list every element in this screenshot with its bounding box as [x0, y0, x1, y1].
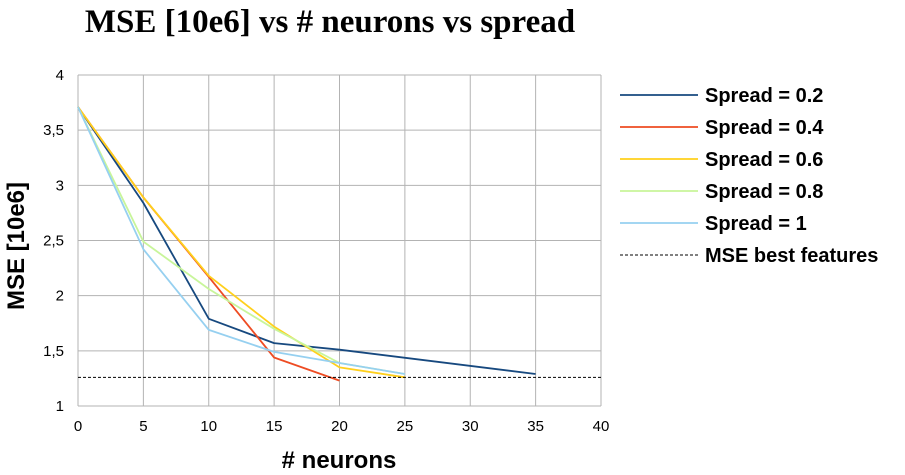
legend-label: Spread = 1 [705, 213, 807, 235]
x-tick-label: 30 [462, 418, 479, 435]
gridlines [77, 74, 602, 407]
x-axis-label: # neurons [282, 447, 397, 474]
y-axis-label: MSE [10e6] [3, 182, 30, 310]
x-tick-label: 10 [200, 418, 217, 435]
series-lines [77, 106, 601, 382]
y-tick-label: 3,5 [43, 122, 64, 139]
legend-label: Spread = 0.8 [705, 181, 823, 203]
x-tick-label: 25 [397, 418, 414, 435]
series-line-3 [77, 106, 406, 379]
y-tick-label: 2,5 [43, 233, 64, 250]
series-line-5 [77, 106, 406, 375]
x-tick-label: 15 [266, 418, 283, 435]
legend-label: Spread = 0.2 [705, 85, 823, 107]
legend-label: MSE best features [705, 245, 878, 267]
y-tick-label: 4 [56, 67, 64, 84]
legend-label: Spread = 0.4 [705, 117, 824, 139]
y-tick-label: 1 [56, 398, 64, 415]
x-tick-label: 5 [139, 418, 147, 435]
x-tick-label: 0 [74, 418, 82, 435]
y-tick-label: 3 [56, 177, 64, 194]
series-line-1 [77, 106, 536, 375]
y-tick-label: 1,5 [43, 343, 64, 360]
legend: Spread = 0.2 Spread = 0.4 Spread = 0.6 Spre… [620, 85, 878, 267]
chart-title: MSE [10e6] vs # neurons vs spread [85, 4, 575, 40]
x-tick-label: 20 [331, 418, 348, 435]
y-tick-label: 2 [56, 288, 64, 305]
x-tick-label: 35 [527, 418, 544, 435]
legend-label: Spread = 0.6 [705, 149, 823, 171]
x-tick-label: 40 [593, 418, 610, 435]
tick-labels: 11,522,533,540 5 10 15 20 25 30 35 40 [43, 67, 609, 435]
